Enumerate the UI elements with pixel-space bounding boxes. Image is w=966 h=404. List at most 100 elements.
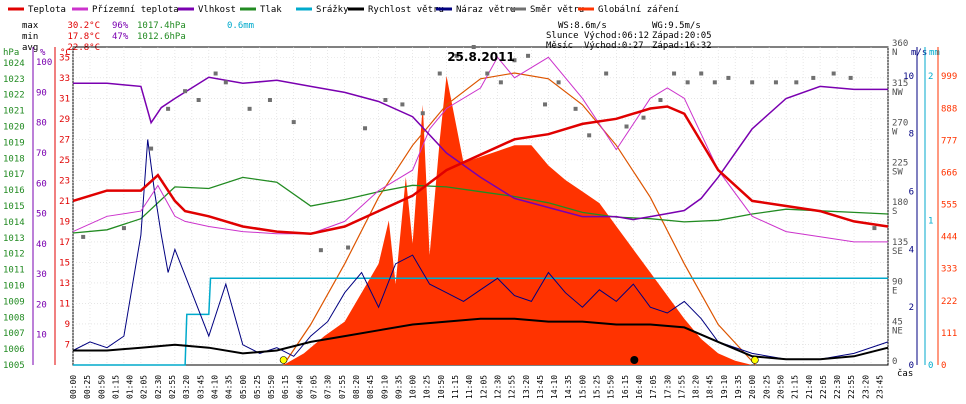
direction-point — [794, 80, 799, 85]
radiation-tick-label: 333 — [941, 265, 957, 275]
stat-avg-temp: 22.8°C — [67, 43, 100, 53]
x-axis: 00:00 00:25 00:50 01:15 01:40 02:05 02:30 02:55… — [69, 375, 885, 399]
temperature-tick-label: 25 — [59, 156, 70, 166]
direction-point — [699, 71, 704, 76]
direction-point — [213, 71, 218, 76]
stat-min-temp: 17.8°C — [67, 32, 100, 42]
humidity-tick-label: 50 — [36, 210, 47, 220]
stat-max-press: 1017.4hPa — [137, 21, 186, 31]
x-tick-label: 19:10 — [720, 375, 729, 399]
direction-tick-label: SW — [892, 167, 903, 177]
x-tick-label: 05:00 — [239, 375, 248, 399]
direction-point — [685, 80, 690, 85]
direction-tick-label: SE — [892, 247, 903, 257]
legend-label: Směr větru — [530, 5, 584, 15]
stat-max-rain: 0.6mm — [227, 21, 254, 31]
wind-tick-label: 4 — [909, 245, 914, 255]
direction-point — [498, 80, 503, 85]
radiation-tick-label: 777 — [941, 136, 957, 146]
x-tick-label: 15:25 — [593, 375, 602, 399]
direction-tick-label: NW — [892, 88, 903, 98]
direction-point — [726, 75, 731, 80]
axis-title-pct: % — [40, 48, 46, 58]
x-tick-label: 03:45 — [196, 375, 205, 399]
humidity-tick-label: 30 — [36, 270, 47, 280]
direction-point — [247, 106, 252, 111]
pressure-tick-label: 1020 — [3, 123, 25, 133]
x-tick-label: 10:25 — [423, 375, 432, 399]
y-axes: 1005100610071008100910101011101210131014… — [3, 39, 957, 371]
direction-point — [872, 226, 877, 231]
pressure-tick-label: 1011 — [3, 266, 25, 276]
stat-max-temp: 30.2°C — [67, 21, 100, 31]
direction-point — [512, 58, 517, 63]
direction-point — [526, 53, 531, 58]
temperature-tick-label: 15 — [59, 258, 70, 268]
temperature-tick-label: 19 — [59, 217, 70, 227]
temperature-tick-label: 11 — [59, 299, 70, 309]
x-tick-label: 17:55 — [677, 375, 686, 399]
x-tick-label: 05:25 — [253, 375, 262, 399]
x-tick-label: 08:20 — [352, 375, 361, 399]
direction-point — [658, 98, 663, 102]
rain-tick-label: 2 — [928, 72, 933, 82]
pressure-tick-label: 1008 — [3, 313, 25, 323]
axis-title-ms: m/s — [911, 48, 927, 58]
x-tick-label: 11:40 — [465, 375, 474, 399]
series-gust — [72, 139, 889, 360]
direction-tick-label: 0 — [892, 357, 897, 367]
x-tick-label: 21:40 — [805, 375, 814, 399]
direction-point — [831, 71, 836, 76]
legend-label: Srážky — [316, 5, 349, 15]
x-tick-label: 16:15 — [621, 375, 630, 399]
pressure-tick-label: 1010 — [3, 282, 25, 292]
legend-label: Vlhkost — [198, 5, 236, 15]
x-tick-label: 23:20 — [861, 375, 870, 399]
direction-tick-label: NE — [892, 326, 903, 336]
x-tick-label: 10:00 — [409, 375, 418, 399]
x-tick-label: 13:20 — [522, 375, 531, 399]
series-rain — [73, 277, 888, 366]
pressure-tick-label: 1013 — [3, 234, 25, 244]
radiation-tick-label: 888 — [941, 104, 957, 114]
pressure-tick-label: 1007 — [3, 329, 25, 339]
x-tick-label: 13:45 — [536, 375, 545, 399]
pressure-tick-label: 1019 — [3, 138, 25, 148]
humidity-tick-label: 60 — [36, 179, 47, 189]
x-tick-label: 05:50 — [267, 375, 276, 399]
x-tick-label: 15:00 — [578, 375, 587, 399]
x-tick-label: 22:05 — [819, 375, 828, 399]
legend-label: Teplota — [28, 5, 66, 15]
axis-title-degc: °C — [60, 48, 71, 58]
pressure-tick-label: 1006 — [3, 345, 25, 355]
sun-marker — [751, 356, 759, 364]
moon-label: Měsíc — [546, 41, 573, 51]
temperature-tick-label: 29 — [59, 115, 70, 125]
temperature-tick-label: 21 — [59, 197, 70, 207]
temperature-tick-label: 7 — [65, 340, 70, 350]
humidity-tick-label: 40 — [36, 240, 47, 250]
pressure-tick-label: 1024 — [3, 59, 25, 69]
x-tick-label: 22:55 — [847, 375, 856, 399]
x-tick-label: 10:50 — [437, 375, 446, 399]
axis-title-hpa: hPa — [3, 48, 19, 58]
direction-point — [587, 133, 592, 138]
series-wind-speed — [73, 317, 889, 361]
direction-point — [641, 115, 646, 120]
humidity-tick-label: 100 — [36, 58, 52, 68]
x-tick-label: 16:40 — [635, 375, 644, 399]
direction-point — [166, 106, 171, 111]
stats-block: max 30.2°C 96% 1017.4hPa 0.6mm min 17.8°… — [22, 21, 254, 53]
wind-tick-label: 8 — [909, 130, 914, 140]
direction-point — [196, 98, 201, 102]
moon-marker — [630, 356, 639, 364]
stat-max-label: max — [22, 21, 39, 31]
direction-point — [556, 80, 561, 85]
x-tick-label: 02:55 — [168, 375, 177, 399]
pressure-tick-label: 1009 — [3, 297, 25, 307]
humidity-tick-label: 90 — [36, 88, 47, 98]
series-pressure — [72, 176, 889, 234]
direction-point — [383, 98, 388, 102]
